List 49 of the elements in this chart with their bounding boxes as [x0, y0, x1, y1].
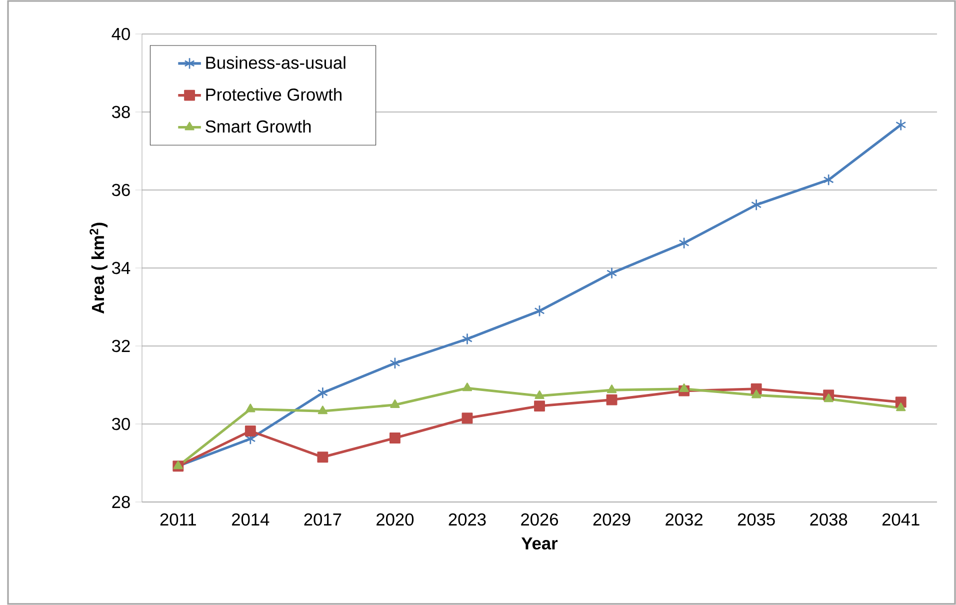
point — [390, 399, 400, 408]
x-tick-label: 2011 — [160, 513, 196, 526]
y-tick-label: 32 — [112, 340, 130, 352]
point — [679, 383, 689, 392]
y-tick-label: 28 — [112, 496, 130, 508]
x-tick-label: 2020 — [376, 513, 414, 526]
point — [317, 452, 328, 463]
point — [246, 404, 256, 412]
y-tick-label: 34 — [112, 262, 130, 274]
y-tick-label: 36 — [112, 184, 130, 196]
y-tick-label: 38 — [112, 106, 130, 118]
point — [534, 390, 544, 399]
point — [390, 357, 400, 370]
x-tick-label: 2032 — [666, 513, 702, 526]
point — [751, 390, 762, 398]
point — [606, 384, 617, 394]
point — [244, 426, 256, 436]
point — [462, 332, 473, 345]
y-tick-label: 40 — [112, 28, 130, 40]
point — [318, 406, 328, 414]
point — [678, 237, 690, 250]
point — [606, 267, 618, 280]
point — [896, 402, 906, 412]
point — [173, 460, 183, 470]
x-tick-label: 2014 — [232, 513, 270, 526]
legend-label: Smart Growth — [206, 120, 311, 133]
y-axis-title: Area ( km$^{2}$) — [90, 222, 108, 314]
point — [534, 304, 545, 317]
legend-label: Business-as-usual — [206, 56, 346, 69]
y-tick-label: 30 — [112, 418, 130, 430]
x-tick-label: 2041 — [882, 513, 920, 526]
point — [534, 400, 545, 412]
x-tick-label: 2023 — [448, 513, 486, 526]
x-tick-label: 2029 — [593, 513, 630, 526]
point — [824, 394, 834, 402]
legend-label: Protective Growth — [206, 88, 342, 101]
x-tick-label: 2035 — [738, 513, 775, 526]
point — [823, 174, 834, 186]
x-tick-label: 2038 — [810, 513, 848, 526]
point — [751, 198, 762, 211]
point — [606, 394, 618, 406]
x-tick-label: 2026 — [521, 513, 558, 526]
point — [317, 386, 328, 399]
point — [462, 412, 473, 424]
point — [896, 118, 906, 131]
point — [462, 382, 472, 392]
x-tick-label: 2017 — [304, 513, 342, 526]
point — [389, 432, 400, 444]
x-axis-title: Year — [521, 537, 558, 550]
